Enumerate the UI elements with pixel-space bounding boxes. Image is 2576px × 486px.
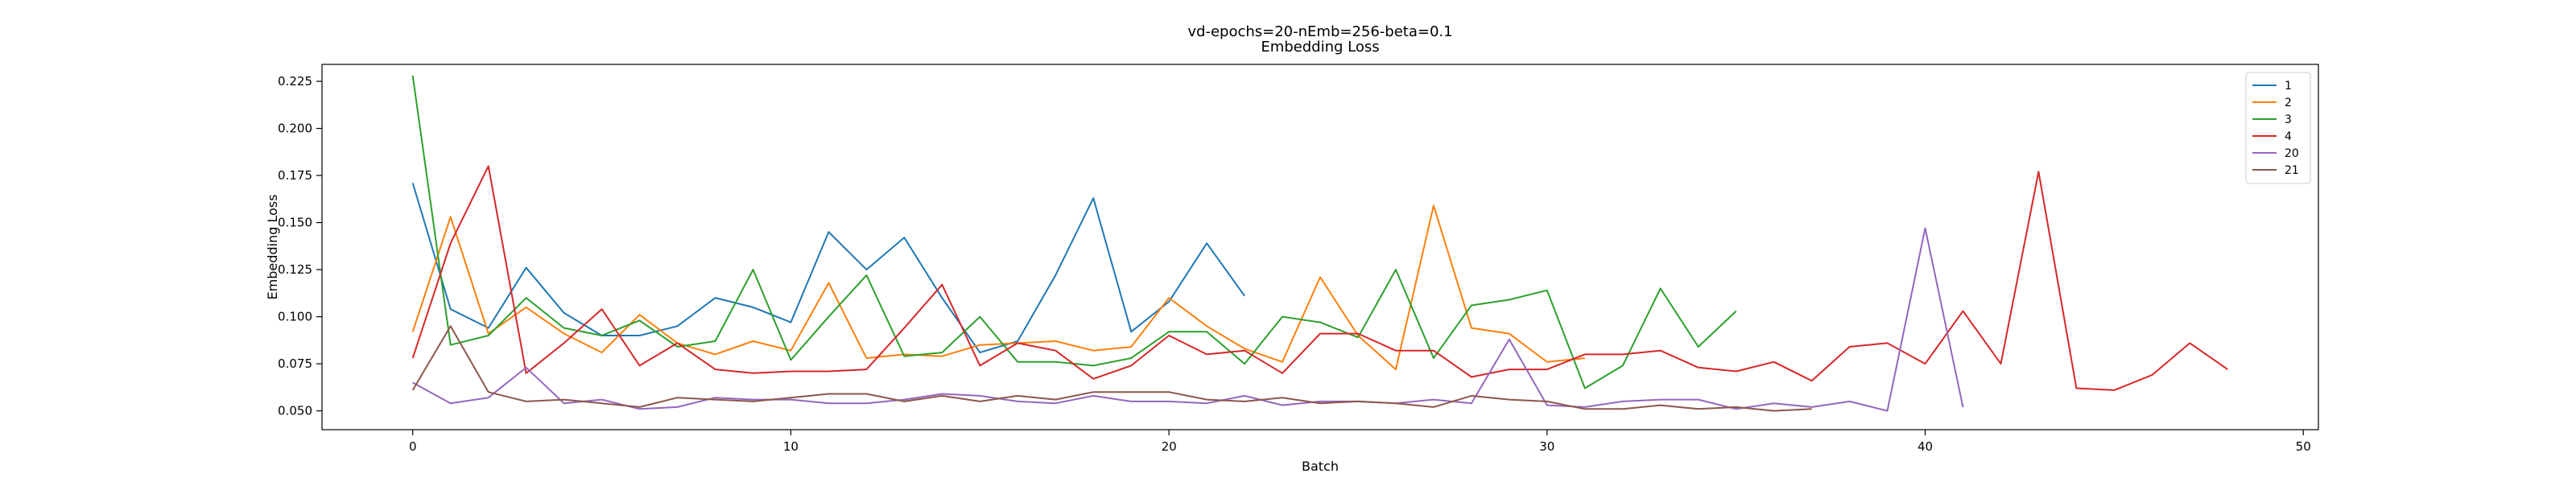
y-tick-label: 0.100 [278, 310, 312, 324]
legend-label-3: 3 [2285, 113, 2292, 126]
series-layer [411, 75, 2228, 412]
x-tick-label: 30 [1539, 439, 1554, 454]
legend-label-20: 20 [2285, 147, 2299, 160]
y-axis: 0.050 0.075 0.100 0.125 0.150 0.175 0.200 0.225 [278, 74, 322, 418]
legend: 1 2 3 4 20 21 [2245, 72, 2311, 184]
legend-label-1: 1 [2285, 80, 2292, 93]
legend-label-4: 4 [2285, 130, 2292, 143]
x-tick-label: 50 [2296, 439, 2311, 454]
series-line-21 [411, 325, 1812, 412]
series-line-20 [412, 227, 1964, 412]
legend-label-2: 2 [2285, 97, 2292, 109]
legend-label-21: 21 [2285, 164, 2299, 177]
y-tick-label: 0.125 [278, 262, 312, 277]
x-axis-label: Batch [1302, 459, 1339, 474]
y-tick-label: 0.200 [278, 122, 312, 136]
y-tick-label: 0.175 [278, 168, 312, 183]
y-tick-label: 0.050 [278, 404, 312, 418]
chart-subtitle: Embedding Loss [1261, 39, 1379, 56]
y-axis-label: Embedding Loss [265, 195, 280, 300]
y-tick-label: 0.150 [278, 216, 312, 230]
y-tick-label: 0.225 [278, 74, 312, 89]
x-tick-label: 20 [1162, 439, 1177, 454]
series-line-1 [411, 183, 1245, 354]
chart-title: vd-epochs=20-nEmb=256-beta=0.1 [1187, 23, 1452, 40]
x-tick-label: 40 [1918, 439, 1933, 454]
series-line-4 [411, 165, 2228, 391]
series-line-2 [411, 204, 1585, 371]
x-axis: 0 10 20 30 40 50 [409, 430, 2311, 454]
x-tick-label: 10 [783, 439, 799, 454]
x-tick-label: 0 [409, 439, 417, 454]
series-line-3 [411, 75, 1737, 389]
legend-box [2245, 72, 2311, 184]
plot-frame [321, 64, 2319, 430]
y-tick-label: 0.075 [278, 356, 312, 371]
